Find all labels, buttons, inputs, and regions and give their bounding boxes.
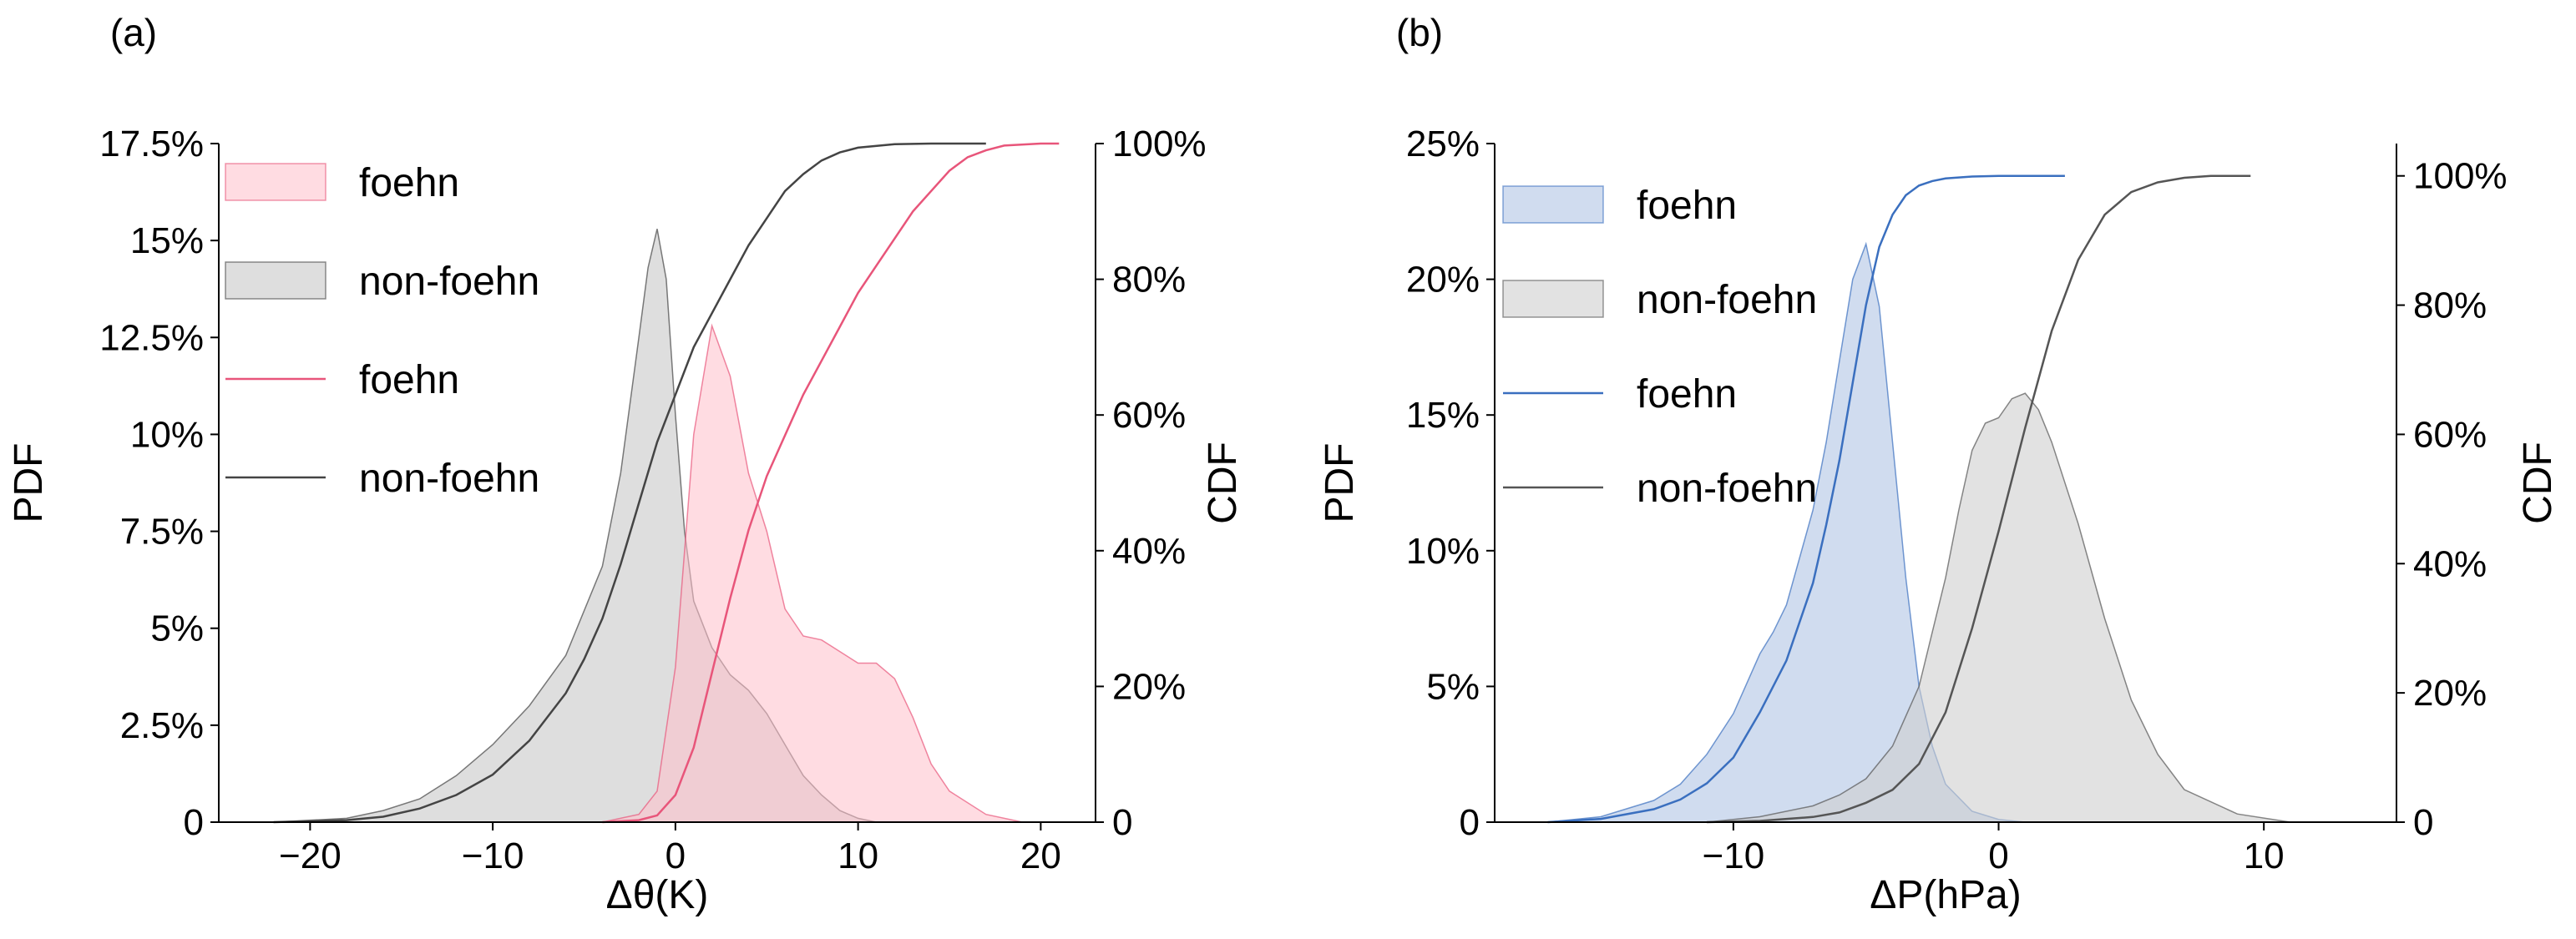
y-right-tick-label: 80%: [2413, 285, 2487, 326]
legend-swatch-non-foehn: [225, 261, 326, 300]
y-axis-label-left: PDF: [7, 443, 51, 523]
legend-swatch-foehn: [1502, 185, 1604, 224]
y-axis-label-left: PDF: [1318, 443, 1362, 523]
panel-label: (a): [110, 11, 157, 54]
y-left-tick-label: 10%: [130, 414, 204, 455]
legend-label: non-foehn: [359, 457, 539, 501]
legend-swatch-non-foehn: [1502, 280, 1604, 318]
x-tick-label: −20: [279, 836, 342, 876]
legend-label: non-foehn: [1637, 467, 1817, 511]
y-left-tick-label: 0: [1460, 802, 1480, 843]
y-left-tick-label: 5%: [150, 608, 204, 649]
x-tick-label: 10: [838, 836, 878, 876]
y-right-tick-label: 60%: [1112, 395, 1186, 436]
y-axis-label-right: CDF: [2516, 442, 2560, 524]
x-tick-label: 0: [666, 836, 686, 876]
legend: foehn non-foehn foehn non-foehn: [1502, 184, 1817, 511]
y-left-tick-label: 2.5%: [120, 705, 204, 746]
y-right-tick-label: 40%: [1112, 531, 1186, 572]
x-axis-label: Δθ(K): [606, 873, 709, 917]
pdf-area-non-foehn: [1707, 392, 2291, 823]
x-tick-label: 10: [2244, 836, 2285, 876]
cdf-line-foehn: [602, 142, 1060, 824]
y-right-tick-label: 60%: [2413, 414, 2487, 455]
y-right-tick-label: 0: [2413, 802, 2433, 843]
cdf-line-non-foehn: [1707, 174, 2251, 824]
cdf-line-non-foehn: [273, 142, 986, 824]
y-left-tick-label: 25%: [1406, 124, 1480, 164]
legend-label: non-foehn: [1637, 278, 1817, 322]
legend-label: foehn: [1637, 372, 1737, 416]
x-axis-label: ΔP(hPa): [1870, 873, 2021, 917]
legend-label: foehn: [359, 161, 459, 205]
y-right-tick-label: 80%: [1112, 260, 1186, 300]
legend-swatch-foehn: [225, 163, 326, 201]
y-left-tick-label: 0: [184, 802, 204, 843]
y-left-tick-label: 20%: [1406, 260, 1480, 300]
panel-label: (b): [1396, 11, 1443, 54]
x-tick-label: −10: [462, 836, 524, 876]
y-left-tick-label: 5%: [1426, 666, 1480, 707]
legend-label: non-foehn: [359, 260, 539, 304]
y-left-tick-label: 15%: [130, 220, 204, 261]
y-left-tick-label: 10%: [1406, 531, 1480, 572]
legend-label: foehn: [359, 358, 459, 402]
chart-panel-a: −20 −10 0 10 20 0 2.5% 5% 7.5% 10% 12.5% 15% 17.5% 0 2…: [7, 11, 1245, 917]
y-axis-label-right: CDF: [1201, 442, 1245, 524]
x-tick-label: 0: [1988, 836, 2008, 876]
y-right-tick-label: 100%: [2413, 156, 2508, 197]
chart-panel-b: −10 0 10 0 5% 10% 15% 20% 25% 0 20% 40% 60% 80% 100% ΔP…: [1318, 11, 2560, 917]
cdf-line-foehn: [1547, 174, 2065, 824]
y-right-tick-label: 0: [1112, 802, 1132, 843]
legend: foehn non-foehn foehn non-foehn: [225, 161, 539, 501]
y-left-tick-label: 17.5%: [99, 124, 204, 164]
y-left-tick-label: 15%: [1406, 395, 1480, 436]
x-tick-label: 20: [1020, 836, 1061, 876]
y-right-tick-label: 20%: [1112, 666, 1186, 707]
legend-label: foehn: [1637, 184, 1737, 228]
y-left-tick-label: 12.5%: [99, 317, 204, 358]
pdf-area-foehn: [602, 323, 1023, 823]
y-right-tick-label: 100%: [1112, 124, 1207, 164]
x-tick-label: −10: [1703, 836, 1765, 876]
y-right-tick-label: 40%: [2413, 543, 2487, 584]
y-left-tick-label: 7.5%: [120, 512, 204, 553]
y-right-tick-label: 20%: [2413, 673, 2487, 714]
